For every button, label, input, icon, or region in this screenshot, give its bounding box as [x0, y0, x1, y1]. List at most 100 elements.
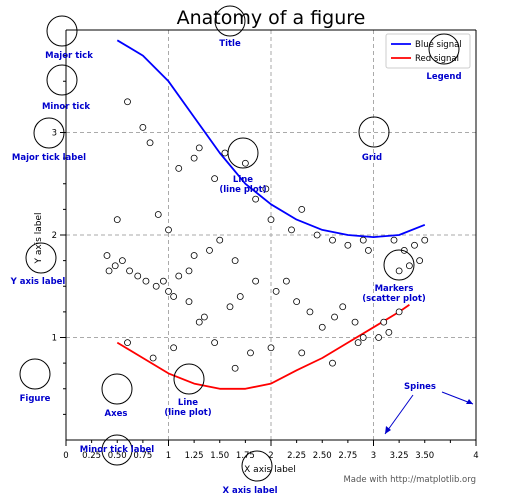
legend-box	[385, 33, 471, 69]
grid-lines	[66, 30, 476, 440]
scatter-point	[185, 298, 193, 306]
x-minor-tick-label-0: 0.25	[82, 451, 101, 461]
scatter-point	[267, 344, 275, 352]
scatter-point	[298, 349, 306, 357]
scatter-point	[282, 277, 290, 285]
scatter-point	[231, 364, 239, 372]
y-major-tick-label-2: 3	[52, 129, 57, 139]
callout-circle-major-tick-label	[33, 117, 65, 149]
callout-circle-grid	[358, 116, 390, 148]
x-axis-label: X axis label	[244, 465, 296, 475]
scatter-point	[385, 328, 393, 336]
x-minor-tick-label-8: 2.75	[338, 451, 357, 461]
x-minor-tick-label-10: 3.50	[415, 451, 434, 461]
scatter-point	[231, 257, 239, 265]
scatter-point	[165, 287, 172, 295]
scatter-point	[142, 277, 150, 285]
scatter-point	[416, 257, 424, 265]
x-major-tick-label-0: 0	[63, 451, 68, 461]
scatter-point	[190, 154, 198, 162]
y-major-tick-label-1: 2	[52, 231, 57, 241]
spines-arrowhead-bottom	[385, 426, 391, 434]
callout-circle-axes	[101, 373, 133, 405]
legend-entry-0: Blue signal	[415, 40, 462, 50]
callout-label-major-tick-label: Major tick label	[12, 153, 86, 163]
callout-label-line-top: Line	[233, 175, 253, 185]
scatter-point	[262, 185, 270, 193]
scatter-point	[313, 231, 321, 239]
scatter-point	[170, 293, 178, 300]
x-major-tick-label-2: 2	[268, 451, 273, 461]
scatter-point	[298, 205, 306, 213]
scatter-point	[354, 339, 362, 347]
x-major-tick-label-4: 4	[473, 451, 478, 461]
scatter-point	[339, 303, 347, 311]
scatter-point	[175, 164, 183, 172]
scatter-point	[126, 267, 133, 275]
scatter-point	[124, 98, 131, 106]
scatter-point	[247, 349, 254, 357]
scatter-point	[351, 318, 359, 326]
scatter-point	[134, 272, 142, 280]
callout-circle-figure	[19, 358, 51, 390]
scatter-point	[103, 252, 111, 259]
callout-label-major-tick: Major tick	[45, 51, 93, 61]
callout-label-line-top: (line plot)	[219, 185, 266, 195]
y-axis-label: Y axis label	[34, 212, 44, 264]
callout-label-axes: Axes	[105, 409, 128, 419]
scatter-point	[390, 236, 398, 244]
scatter-point	[306, 308, 314, 316]
scatter-point	[170, 344, 178, 352]
x-major-tick-label-3: 3	[371, 451, 376, 461]
callout-label-title: Title	[219, 39, 241, 49]
scatter-point	[252, 195, 260, 203]
scatter-point	[195, 144, 203, 152]
scatter-point	[380, 318, 388, 326]
annotation-callouts: Major tick Minor tick Major tick label Y ax…	[10, 5, 474, 496]
scatter-point	[154, 211, 162, 218]
scatter-point	[226, 303, 234, 311]
scatter-point	[364, 246, 372, 254]
spines-arrow-bottom	[384, 394, 414, 435]
scatter-point	[149, 354, 157, 362]
scatter-point	[211, 339, 219, 347]
x-minor-tick-label-2: 0.75	[133, 451, 152, 461]
legend: Blue signal Red signal	[385, 33, 471, 69]
scatter-point	[146, 139, 154, 147]
scatter-point	[152, 282, 160, 290]
scatter-point	[190, 252, 198, 259]
scatter-point	[221, 149, 229, 157]
scatter-point	[175, 272, 183, 280]
scatter-point	[118, 257, 126, 265]
x-minor-tick-label-3: 1.25	[185, 451, 204, 461]
scatter-point	[329, 359, 336, 367]
scatter-point	[211, 175, 219, 183]
callout-label-grid: Grid	[362, 153, 382, 163]
scatter-point	[318, 323, 326, 331]
scatter-point	[329, 236, 336, 244]
x-major-tick-label-1: 1	[166, 451, 171, 461]
scatter-point	[216, 236, 224, 244]
scatter-point	[405, 262, 413, 270]
scatter-point	[159, 277, 167, 285]
scatter-point	[395, 308, 403, 316]
plot-series	[116, 39, 426, 390]
scatter-point	[105, 267, 113, 275]
spines-arrowhead-right	[466, 399, 473, 404]
scatter-point	[241, 159, 249, 167]
scatter-point	[411, 241, 418, 249]
scatter-point	[359, 334, 367, 341]
callout-circle-minor-tick-label	[101, 434, 133, 466]
scatter-point	[252, 277, 260, 285]
legend-entry-1: Red signal	[415, 54, 459, 64]
scatter-point	[206, 246, 213, 254]
callout-circle-title	[214, 5, 246, 37]
callout-circle-legend	[428, 33, 460, 65]
scatter-point	[185, 267, 193, 275]
chart-title: Anatomy of a figure	[177, 7, 366, 29]
scatter-point	[272, 287, 280, 295]
scatter-point	[375, 334, 383, 341]
callout-label-markers: (scatter plot)	[362, 294, 426, 304]
callout-circle-line-bottom	[173, 363, 205, 395]
scatter-point	[288, 226, 295, 234]
